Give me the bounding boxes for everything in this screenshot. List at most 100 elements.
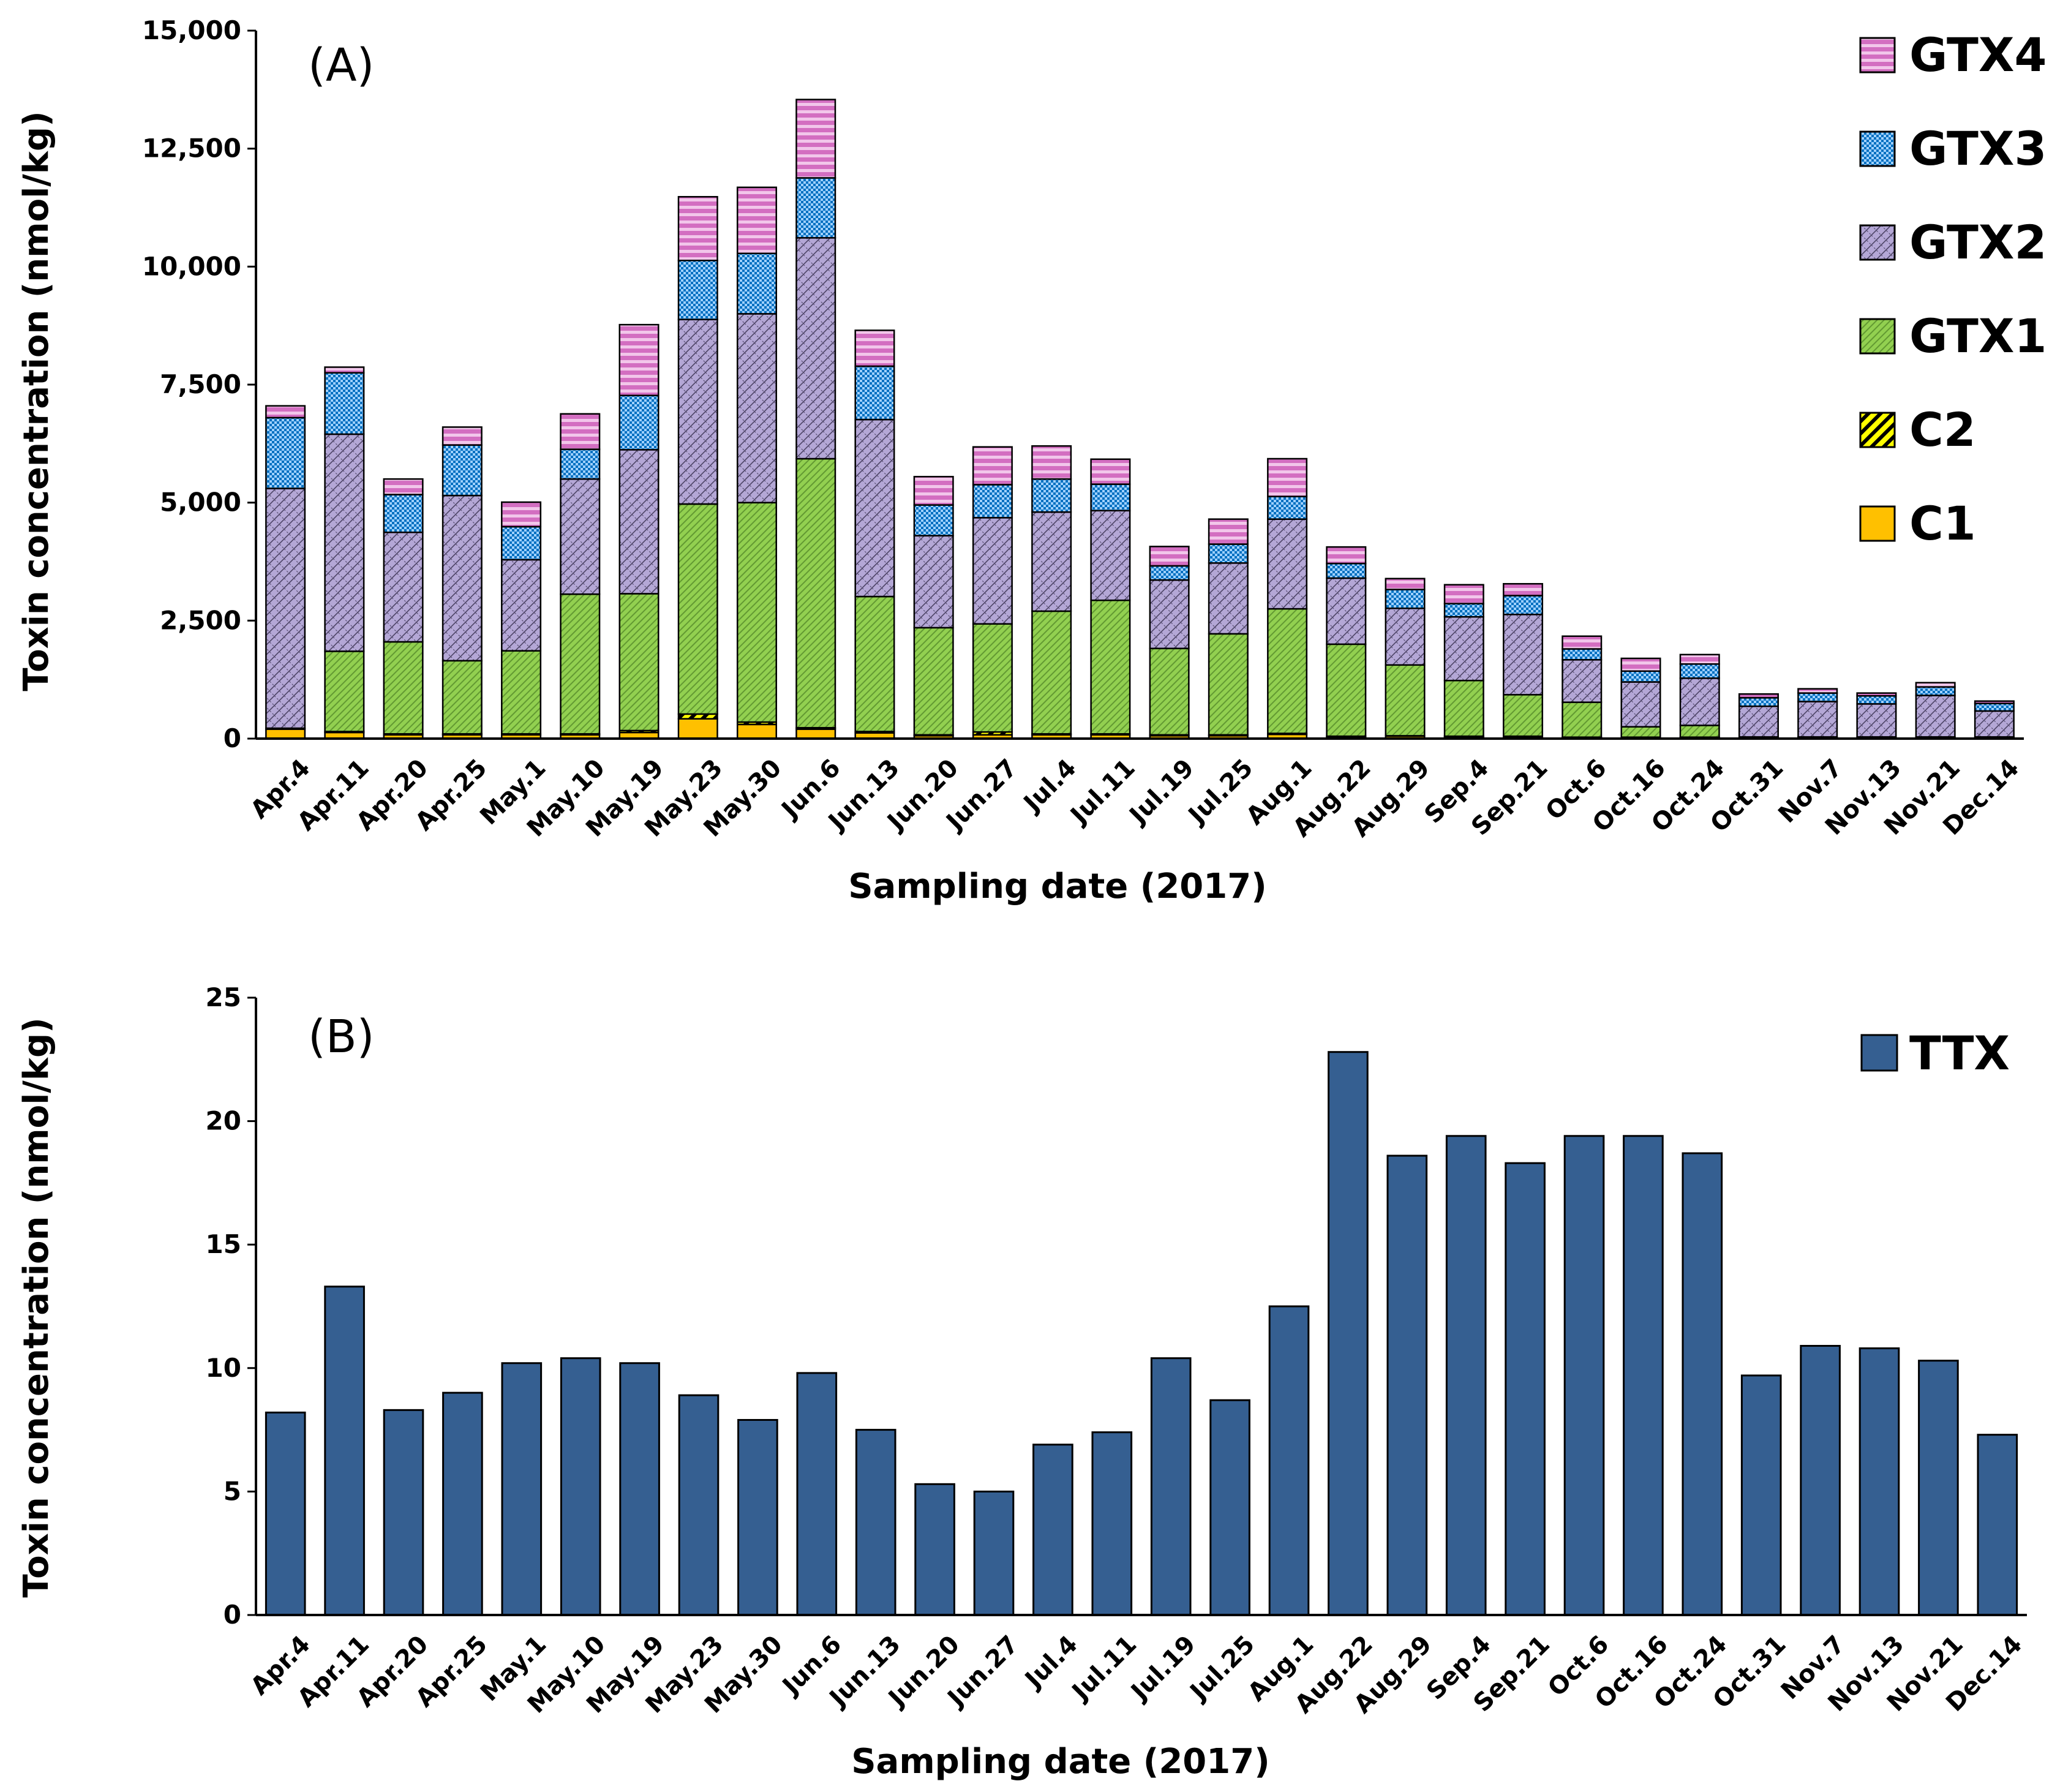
bar-segment-c1 — [795, 728, 836, 740]
bar-segment-gtx1 — [1208, 633, 1249, 736]
legend-label-gtx2: GTX2 — [1909, 215, 2047, 269]
panel-b-legend: TTX — [1860, 1026, 2010, 1080]
bar-segment-gtx2 — [383, 531, 424, 643]
bar-segment-gtx4 — [442, 426, 483, 446]
y-tick-label: 25 — [206, 982, 241, 1012]
y-tick-label: 2,500 — [160, 605, 241, 635]
y-tick-label: 12,500 — [142, 134, 241, 164]
bar-segment-gtx3 — [265, 416, 306, 489]
bar-segment-gtx4 — [1562, 635, 1603, 650]
bar-segment-gtx4 — [913, 476, 954, 506]
bar-segment-gtx4 — [324, 366, 365, 374]
bar-segment-c1 — [736, 723, 777, 740]
y-tick-label: 15 — [206, 1229, 241, 1259]
bar-segment-gtx3 — [1503, 595, 1544, 616]
panel-a-x-ticks: Apr.4Apr.11Apr.20Apr.25May.1May.10May.19… — [246, 754, 2025, 843]
legend-label-gtx4: GTX4 — [1909, 28, 2047, 82]
bar-segment-gtx4 — [1326, 546, 1367, 565]
bar-segment-gtx2 — [1738, 705, 1779, 738]
y-tick-label: 0 — [224, 723, 241, 753]
bar-segment-c1 — [265, 728, 306, 740]
bar-segment-gtx4 — [383, 478, 424, 495]
bar-segment-gtx1 — [560, 593, 601, 735]
bar-ttx — [1563, 1135, 1605, 1616]
bar-segment-gtx4 — [1679, 653, 1720, 665]
bar-segment-gtx1 — [1385, 664, 1426, 737]
panel-b-axes — [255, 998, 2027, 1616]
y-tick-label: 0 — [224, 1600, 241, 1630]
legend-swatch-gtx3 — [1859, 130, 1896, 167]
bar-segment-gtx1 — [442, 660, 483, 735]
bar-segment-gtx3 — [1915, 686, 1956, 696]
bar-segment-gtx2 — [442, 494, 483, 662]
y-tick-label: 10 — [206, 1353, 241, 1383]
bar-segment-gtx2 — [913, 535, 954, 629]
panel-a-x-axis-label: Sampling date (2017) — [848, 867, 1267, 906]
panel-b-label: (B) — [308, 1011, 375, 1063]
bar-segment-gtx4 — [1503, 582, 1544, 597]
bar-segment-gtx3 — [1974, 702, 2015, 712]
panel-a-bars — [265, 99, 2015, 740]
panel-b-chart: (B) Toxin concentration (nmol/kg) Sampli… — [17, 982, 2028, 1782]
bar-segment-gtx3 — [1326, 562, 1367, 579]
bar-segment-gtx2 — [972, 517, 1013, 625]
bar-segment-gtx3 — [442, 444, 483, 497]
bar-segment-gtx1 — [972, 623, 1013, 733]
bar-segment-gtx4 — [736, 186, 777, 255]
x-tick-label: Jul.11 — [1066, 1630, 1142, 1707]
bar-ttx — [1800, 1345, 1841, 1616]
bar-segment-gtx1 — [854, 595, 895, 732]
bar-segment-gtx4 — [1856, 692, 1897, 697]
bar-ttx — [914, 1483, 955, 1616]
bar-segment-gtx4 — [795, 99, 836, 179]
panel-b-y-axis-label: Toxin concentration (nmol/kg) — [17, 1017, 56, 1597]
bar-segment-gtx4 — [1031, 445, 1072, 480]
bar-ttx — [796, 1372, 838, 1616]
bar-ttx — [973, 1490, 1015, 1616]
bar-ttx — [1623, 1135, 1664, 1616]
bar-ttx — [1445, 1135, 1487, 1616]
bar-segment-gtx3 — [854, 365, 895, 421]
y-tick-label: 10,000 — [142, 251, 241, 281]
bar-ttx — [265, 1411, 306, 1616]
legend-swatch-c2 — [1859, 412, 1896, 448]
panel-a-label: (A) — [308, 39, 374, 92]
bar-segment-gtx2 — [1443, 616, 1484, 682]
bar-ttx — [1859, 1347, 1900, 1616]
x-tick-label: Jul.19 — [1123, 754, 1200, 830]
legend-label-ttx: TTX — [1909, 1026, 2010, 1080]
panel-b-y-ticks: 0 5 10 15 20 25 — [206, 982, 256, 1630]
bar-segment-gtx3 — [795, 177, 836, 239]
bar-segment-gtx4 — [501, 501, 542, 528]
bar-ttx — [1505, 1162, 1546, 1616]
bar-ttx — [442, 1391, 483, 1616]
bar-segment-gtx2 — [1031, 511, 1072, 612]
bar-segment-gtx1 — [677, 503, 718, 715]
bar-segment-gtx3 — [383, 494, 424, 533]
bar-ttx — [855, 1429, 896, 1616]
bar-segment-gtx2 — [1385, 608, 1426, 666]
bar-segment-gtx3 — [324, 372, 365, 435]
bar-segment-gtx4 — [265, 405, 306, 419]
bar-segment-gtx2 — [1797, 701, 1838, 738]
bar-ttx — [1918, 1360, 1959, 1616]
y-tick-label: 20 — [206, 1106, 241, 1136]
bar-ttx — [383, 1409, 424, 1616]
bar-ttx — [324, 1286, 365, 1616]
bar-segment-gtx3 — [560, 448, 601, 480]
bar-ttx — [1150, 1357, 1192, 1616]
bar-segment-gtx2 — [854, 418, 895, 598]
bar-segment-gtx2 — [560, 478, 601, 595]
panel-b-x-axis-label: Sampling date (2017) — [851, 1742, 1270, 1782]
legend-swatch-ttx — [1860, 1034, 1898, 1072]
x-tick-label: Jul.25 — [1184, 1630, 1260, 1707]
bar-segment-gtx3 — [501, 525, 542, 561]
panel-a-y-ticks: 0 2,500 5,000 7,500 10,000 12,500 15,000 — [142, 15, 256, 753]
legend-swatch-gtx1 — [1859, 318, 1896, 355]
bar-segment-gtx3 — [913, 504, 954, 536]
legend-swatch-c1 — [1859, 505, 1896, 542]
bar-ttx — [619, 1362, 660, 1616]
legend-label-gtx1: GTX1 — [1909, 309, 2047, 363]
bar-ttx — [560, 1357, 601, 1616]
bar-ttx — [1268, 1305, 1310, 1616]
